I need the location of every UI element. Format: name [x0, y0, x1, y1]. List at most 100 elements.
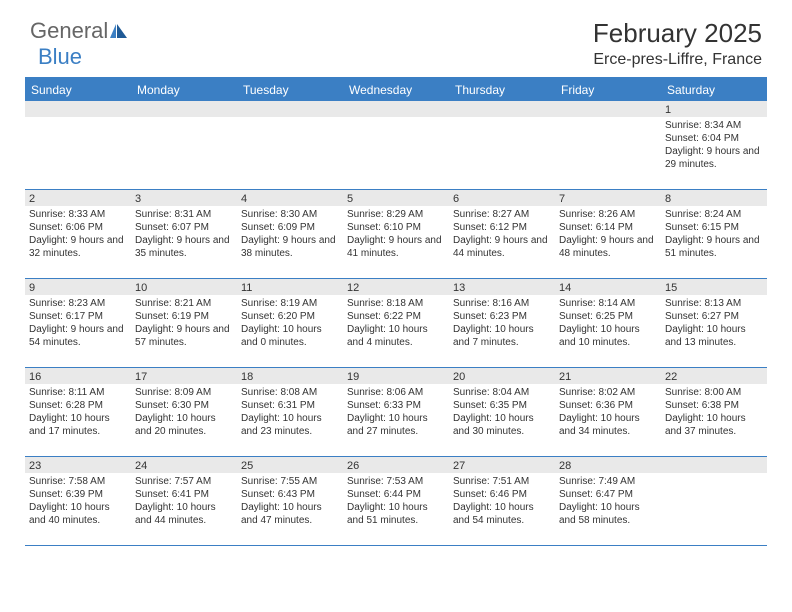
- sunrise-text: Sunrise: 7:53 AM: [347, 475, 445, 488]
- day-cell: 21Sunrise: 8:02 AMSunset: 6:36 PMDayligh…: [555, 368, 661, 456]
- day-number: [237, 101, 343, 117]
- day-cell: 3Sunrise: 8:31 AMSunset: 6:07 PMDaylight…: [131, 190, 237, 278]
- logo-sail-icon-2: [117, 24, 127, 38]
- day-number: 23: [25, 457, 131, 473]
- day-number: 12: [343, 279, 449, 295]
- day-content: Sunrise: 8:13 AMSunset: 6:27 PMDaylight:…: [661, 295, 767, 353]
- sunrise-text: Sunrise: 8:31 AM: [135, 208, 233, 221]
- location-label: Erce-pres-Liffre, France: [593, 51, 762, 69]
- sunset-text: Sunset: 6:17 PM: [29, 310, 127, 323]
- week-row: 16Sunrise: 8:11 AMSunset: 6:28 PMDayligh…: [25, 368, 767, 457]
- day-number: 5: [343, 190, 449, 206]
- sunset-text: Sunset: 6:25 PM: [559, 310, 657, 323]
- day-cell: [449, 101, 555, 189]
- weeks-container: 1Sunrise: 8:34 AMSunset: 6:04 PMDaylight…: [25, 101, 767, 546]
- logo-text-1: General: [30, 18, 108, 44]
- sunset-text: Sunset: 6:20 PM: [241, 310, 339, 323]
- day-content: Sunrise: 7:55 AMSunset: 6:43 PMDaylight:…: [237, 473, 343, 531]
- day-content: Sunrise: 8:18 AMSunset: 6:22 PMDaylight:…: [343, 295, 449, 353]
- day-content: Sunrise: 7:53 AMSunset: 6:44 PMDaylight:…: [343, 473, 449, 531]
- sunrise-text: Sunrise: 7:57 AM: [135, 475, 233, 488]
- sunrise-text: Sunrise: 8:14 AM: [559, 297, 657, 310]
- day-content: Sunrise: 8:16 AMSunset: 6:23 PMDaylight:…: [449, 295, 555, 353]
- day-content: Sunrise: 8:02 AMSunset: 6:36 PMDaylight:…: [555, 384, 661, 442]
- sunrise-text: Sunrise: 8:27 AM: [453, 208, 551, 221]
- logo-text-2: Blue: [38, 44, 82, 70]
- day-number: 15: [661, 279, 767, 295]
- sunset-text: Sunset: 6:39 PM: [29, 488, 127, 501]
- day-number: 21: [555, 368, 661, 384]
- daylight-text: Daylight: 10 hours and 13 minutes.: [665, 323, 763, 349]
- day-cell: 12Sunrise: 8:18 AMSunset: 6:22 PMDayligh…: [343, 279, 449, 367]
- month-title: February 2025: [593, 18, 762, 49]
- day-content: Sunrise: 8:26 AMSunset: 6:14 PMDaylight:…: [555, 206, 661, 264]
- day-number: 10: [131, 279, 237, 295]
- day-number: [555, 101, 661, 117]
- day-number: 3: [131, 190, 237, 206]
- sunrise-text: Sunrise: 8:00 AM: [665, 386, 763, 399]
- sunrise-text: Sunrise: 8:26 AM: [559, 208, 657, 221]
- logo-sail-icon: [110, 24, 116, 38]
- day-number: 9: [25, 279, 131, 295]
- sunset-text: Sunset: 6:22 PM: [347, 310, 445, 323]
- day-cell: [131, 101, 237, 189]
- day-header: Wednesday: [343, 79, 449, 101]
- daylight-text: Daylight: 10 hours and 34 minutes.: [559, 412, 657, 438]
- sunset-text: Sunset: 6:04 PM: [665, 132, 763, 145]
- day-cell: [237, 101, 343, 189]
- sunrise-text: Sunrise: 8:33 AM: [29, 208, 127, 221]
- day-cell: 28Sunrise: 7:49 AMSunset: 6:47 PMDayligh…: [555, 457, 661, 545]
- sunrise-text: Sunrise: 8:24 AM: [665, 208, 763, 221]
- sunset-text: Sunset: 6:31 PM: [241, 399, 339, 412]
- sunset-text: Sunset: 6:10 PM: [347, 221, 445, 234]
- day-content: Sunrise: 8:31 AMSunset: 6:07 PMDaylight:…: [131, 206, 237, 264]
- daylight-text: Daylight: 10 hours and 4 minutes.: [347, 323, 445, 349]
- day-cell: 27Sunrise: 7:51 AMSunset: 6:46 PMDayligh…: [449, 457, 555, 545]
- day-content: Sunrise: 8:06 AMSunset: 6:33 PMDaylight:…: [343, 384, 449, 442]
- sunrise-text: Sunrise: 8:34 AM: [665, 119, 763, 132]
- sunset-text: Sunset: 6:41 PM: [135, 488, 233, 501]
- daylight-text: Daylight: 9 hours and 57 minutes.: [135, 323, 233, 349]
- day-number: 25: [237, 457, 343, 473]
- sunset-text: Sunset: 6:38 PM: [665, 399, 763, 412]
- day-cell: 11Sunrise: 8:19 AMSunset: 6:20 PMDayligh…: [237, 279, 343, 367]
- day-number: 26: [343, 457, 449, 473]
- day-cell: 23Sunrise: 7:58 AMSunset: 6:39 PMDayligh…: [25, 457, 131, 545]
- day-number: 18: [237, 368, 343, 384]
- daylight-text: Daylight: 9 hours and 32 minutes.: [29, 234, 127, 260]
- day-content: Sunrise: 8:23 AMSunset: 6:17 PMDaylight:…: [25, 295, 131, 353]
- week-row: 2Sunrise: 8:33 AMSunset: 6:06 PMDaylight…: [25, 190, 767, 279]
- day-cell: [25, 101, 131, 189]
- day-number: 14: [555, 279, 661, 295]
- sunrise-text: Sunrise: 7:51 AM: [453, 475, 551, 488]
- day-cell: 7Sunrise: 8:26 AMSunset: 6:14 PMDaylight…: [555, 190, 661, 278]
- sunrise-text: Sunrise: 8:02 AM: [559, 386, 657, 399]
- page-header: General February 2025 Erce-pres-Liffre, …: [0, 0, 792, 77]
- day-number: 19: [343, 368, 449, 384]
- day-cell: 14 Sunrise: 8:14 AMSunset: 6:25 PMDayligh…: [555, 279, 661, 367]
- sunset-text: Sunset: 6:14 PM: [559, 221, 657, 234]
- day-number: [343, 101, 449, 117]
- daylight-text: Daylight: 10 hours and 7 minutes.: [453, 323, 551, 349]
- daylight-text: Daylight: 10 hours and 47 minutes.: [241, 501, 339, 527]
- day-cell: 6Sunrise: 8:27 AMSunset: 6:12 PMDaylight…: [449, 190, 555, 278]
- sunrise-text: Sunrise: 7:49 AM: [559, 475, 657, 488]
- sunset-text: Sunset: 6:33 PM: [347, 399, 445, 412]
- daylight-text: Daylight: 9 hours and 29 minutes.: [665, 145, 763, 171]
- day-cell: 15Sunrise: 8:13 AMSunset: 6:27 PMDayligh…: [661, 279, 767, 367]
- daylight-text: Daylight: 10 hours and 10 minutes.: [559, 323, 657, 349]
- sunrise-text: Sunrise: 7:55 AM: [241, 475, 339, 488]
- daylight-text: Daylight: 10 hours and 0 minutes.: [241, 323, 339, 349]
- day-header-row: Sunday Monday Tuesday Wednesday Thursday…: [25, 79, 767, 101]
- sunrise-text: Sunrise: 8:16 AM: [453, 297, 551, 310]
- day-header: Friday: [555, 79, 661, 101]
- day-cell: 22Sunrise: 8:00 AMSunset: 6:38 PMDayligh…: [661, 368, 767, 456]
- daylight-text: Daylight: 10 hours and 17 minutes.: [29, 412, 127, 438]
- daylight-text: Daylight: 10 hours and 54 minutes.: [453, 501, 551, 527]
- calendar: Sunday Monday Tuesday Wednesday Thursday…: [25, 77, 767, 546]
- sunrise-text: Sunrise: 8:19 AM: [241, 297, 339, 310]
- day-cell: 8Sunrise: 8:24 AMSunset: 6:15 PMDaylight…: [661, 190, 767, 278]
- day-number: 27: [449, 457, 555, 473]
- daylight-text: Daylight: 10 hours and 44 minutes.: [135, 501, 233, 527]
- day-content: Sunrise: 8:24 AMSunset: 6:15 PMDaylight:…: [661, 206, 767, 264]
